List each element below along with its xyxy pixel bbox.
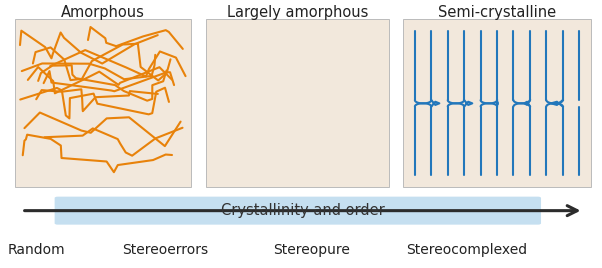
FancyBboxPatch shape: [206, 19, 389, 187]
FancyBboxPatch shape: [403, 19, 591, 187]
Text: Largely amorphous: Largely amorphous: [227, 5, 368, 20]
FancyBboxPatch shape: [14, 19, 191, 187]
Text: Crystallinity and order: Crystallinity and order: [221, 203, 385, 218]
Text: Stereoerrors: Stereoerrors: [122, 243, 208, 257]
FancyBboxPatch shape: [55, 197, 541, 225]
Text: Stereocomplexed: Stereocomplexed: [406, 243, 527, 257]
Text: Stereopure: Stereopure: [273, 243, 350, 257]
Text: Semi-crystalline: Semi-crystalline: [438, 5, 556, 20]
Text: Random: Random: [8, 243, 66, 257]
Text: Amorphous: Amorphous: [60, 5, 144, 20]
